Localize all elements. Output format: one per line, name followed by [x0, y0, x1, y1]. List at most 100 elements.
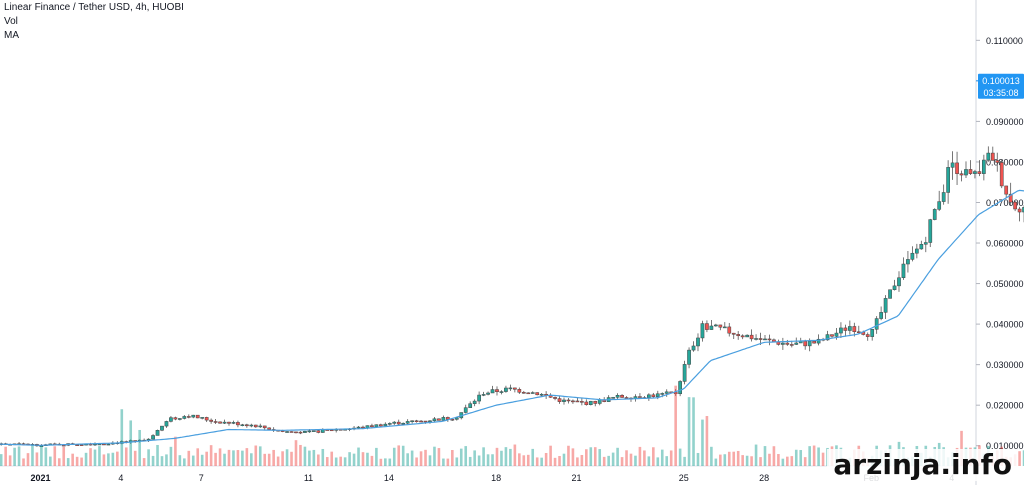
volume-bar	[258, 446, 262, 466]
volume-bar	[294, 440, 298, 466]
volume-bar	[80, 457, 83, 466]
volume-bar	[26, 453, 30, 466]
volume-bar	[687, 397, 691, 466]
candle-body	[566, 399, 571, 402]
volume-bar	[634, 455, 637, 466]
candle-body	[526, 392, 531, 395]
volume-bar	[535, 457, 539, 466]
candle-body	[731, 332, 736, 335]
candle-body	[285, 431, 289, 433]
candle-body	[856, 331, 861, 333]
candle-body	[383, 423, 388, 427]
volume-bar	[241, 450, 244, 466]
volume-bar	[705, 416, 709, 466]
candle-body	[901, 263, 906, 278]
volume-bar	[513, 444, 517, 466]
candle-body	[557, 398, 562, 402]
volume-bar	[611, 452, 615, 466]
candle-body	[852, 326, 857, 332]
candle-body	[486, 392, 490, 395]
candle-body	[213, 421, 218, 423]
volume-bar	[218, 448, 222, 466]
volume-bar	[772, 446, 776, 466]
candle-body	[396, 421, 401, 425]
volume-bar	[754, 444, 758, 466]
candle-body	[865, 334, 870, 337]
volume-bar	[696, 452, 700, 466]
volume-bar	[401, 445, 405, 466]
volume-bar	[120, 409, 124, 466]
volume-bar	[272, 449, 275, 466]
candle-body	[262, 425, 267, 429]
candle-body	[937, 201, 942, 210]
candle-body	[240, 424, 245, 426]
candle-body	[758, 338, 763, 340]
volume-bar	[35, 452, 39, 466]
volume-bar	[93, 449, 97, 466]
candle-body	[915, 248, 919, 254]
candle-body	[539, 393, 544, 396]
volume-bar	[660, 449, 664, 466]
candle-body	[879, 312, 883, 319]
candle-body	[1022, 207, 1024, 213]
last-price-badge	[978, 73, 1024, 99]
candle-body	[812, 341, 816, 344]
candle-body	[227, 421, 231, 424]
candle-body	[508, 387, 513, 390]
candle-body	[580, 401, 584, 403]
volume-bar	[102, 454, 106, 466]
volume-bar	[701, 419, 704, 466]
candle-body	[298, 431, 303, 434]
candle-body	[164, 421, 169, 427]
volume-bar	[196, 448, 200, 466]
candle-body	[575, 400, 580, 403]
candle-body	[236, 422, 240, 426]
volume-bar	[727, 451, 731, 466]
candle-body	[664, 391, 669, 394]
volume-bar	[768, 453, 771, 466]
watermark: arzinja.info	[827, 449, 1018, 481]
candle-body	[374, 424, 379, 428]
volume-bar	[777, 454, 780, 466]
volume-bar	[209, 445, 213, 466]
volume-bar	[227, 449, 231, 466]
volume-bar	[518, 453, 521, 466]
candle-body	[437, 418, 441, 421]
candle-body	[714, 324, 718, 327]
volume-bar	[665, 456, 669, 466]
y-tick-label: 0.020000	[986, 401, 1024, 411]
candle-body	[222, 421, 227, 424]
volume-bar	[674, 385, 677, 466]
volume-bar	[330, 451, 334, 466]
candle-body	[588, 400, 593, 405]
candle-body	[450, 418, 455, 421]
candle-body	[468, 403, 473, 408]
candle-body	[754, 338, 758, 340]
volume-bar	[558, 456, 561, 466]
volume-bar	[522, 455, 526, 466]
candle-body	[571, 400, 575, 403]
candle-body	[611, 397, 615, 399]
volume-bar	[593, 447, 597, 466]
candle-body	[1013, 201, 1017, 210]
volume-bar	[285, 449, 289, 466]
volume-legend[interactable]: Vol	[4, 16, 18, 27]
volume-bar	[8, 455, 12, 466]
volume-bar	[808, 446, 811, 466]
volume-bar	[616, 447, 619, 466]
candle-body	[651, 394, 656, 397]
candle-body	[781, 342, 785, 345]
volume-bar	[379, 458, 383, 466]
volume-bar	[602, 456, 606, 466]
candle-body	[553, 397, 557, 399]
candle-body	[977, 171, 982, 174]
volume-bar	[678, 448, 682, 466]
y-tick-label: 0.060000	[986, 239, 1024, 249]
candle-body	[441, 417, 446, 421]
x-tick-label: 14	[384, 473, 394, 483]
ma-legend[interactable]: MA	[4, 30, 19, 41]
candle-body	[432, 418, 437, 422]
volume-bar	[509, 448, 512, 466]
volume-bar	[370, 455, 374, 466]
